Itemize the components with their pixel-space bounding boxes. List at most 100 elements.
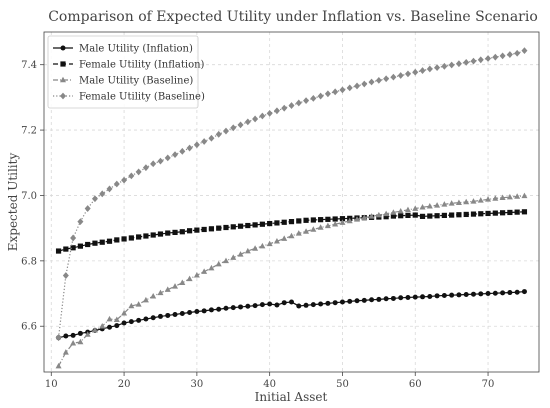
data-point <box>230 305 236 311</box>
data-point <box>136 234 142 240</box>
data-point <box>244 247 251 254</box>
data-point <box>165 230 171 236</box>
data-point <box>485 291 491 297</box>
data-point <box>201 138 208 145</box>
plot-frame <box>43 31 540 373</box>
x-tick-label: 20 <box>118 379 131 390</box>
data-point <box>470 57 477 65</box>
data-point <box>506 51 513 58</box>
data-point <box>201 268 208 274</box>
data-point <box>310 226 317 232</box>
legend-item: Male Utility (Baseline) <box>53 76 193 87</box>
data-point <box>222 257 229 264</box>
data-point <box>267 301 273 307</box>
data-point <box>150 160 157 168</box>
data-point <box>150 232 156 238</box>
data-point <box>157 231 164 237</box>
x-tick-label: 10 <box>45 379 58 390</box>
data-point <box>55 248 62 254</box>
data-point <box>361 80 368 88</box>
data-point <box>420 294 426 300</box>
data-point <box>143 316 149 322</box>
axis-ticks: 10 20 30 40 50 60 70 6.6 6.8 7.0 7.2 7.4 <box>21 60 494 390</box>
data-point <box>477 56 484 64</box>
data-point <box>434 213 440 219</box>
data-point <box>303 97 310 105</box>
data-point <box>404 70 411 78</box>
data-point <box>477 197 484 203</box>
data-point <box>216 306 222 312</box>
data-point <box>274 220 280 226</box>
data-point <box>288 219 295 225</box>
data-point <box>339 219 346 225</box>
data-point <box>193 272 200 278</box>
data-point <box>361 297 367 303</box>
data-point <box>441 62 448 70</box>
data-point <box>143 233 149 239</box>
x-tick-label: 70 <box>482 379 495 390</box>
data-point <box>383 214 389 220</box>
data-point <box>70 332 76 338</box>
data-point <box>332 300 338 306</box>
data-point <box>485 196 492 202</box>
data-point <box>514 209 520 215</box>
data-point <box>121 176 128 184</box>
data-point <box>514 289 520 295</box>
data-point <box>223 224 229 231</box>
data-point <box>172 151 179 158</box>
legend-marker <box>60 92 66 100</box>
data-point <box>383 210 390 217</box>
data-point <box>376 296 382 302</box>
data-point <box>456 292 462 298</box>
data-point <box>470 291 476 297</box>
data-point <box>193 141 200 149</box>
data-point <box>347 298 353 304</box>
data-point <box>128 302 135 309</box>
data-point <box>492 290 498 296</box>
data-point <box>252 115 259 123</box>
data-point <box>244 118 251 126</box>
data-point <box>63 246 69 252</box>
data-point <box>230 224 236 230</box>
data-point <box>107 324 113 330</box>
data-point <box>478 291 484 297</box>
data-point <box>492 53 499 61</box>
data-point <box>434 293 440 299</box>
data-point <box>63 333 69 339</box>
data-point <box>449 292 455 298</box>
data-point <box>397 72 404 79</box>
data-point <box>91 326 98 333</box>
data-point <box>113 180 120 188</box>
data-point <box>455 60 462 68</box>
series-line <box>58 211 525 252</box>
data-point <box>164 154 171 162</box>
data-point <box>434 64 441 72</box>
legend: Male Utility (Inflation) Female Utility (… <box>47 35 205 109</box>
chart-title: Comparison of Expected Utility under Inf… <box>48 9 538 25</box>
data-point <box>398 295 404 301</box>
data-point <box>317 224 324 230</box>
data-point <box>463 198 470 205</box>
data-point <box>470 211 477 217</box>
data-point <box>179 229 185 235</box>
data-point <box>375 211 382 218</box>
data-point <box>521 192 528 199</box>
data-point <box>390 295 396 301</box>
y-tick-label: 6.8 <box>21 256 37 267</box>
data-point <box>332 216 338 222</box>
data-point <box>325 216 331 222</box>
data-point <box>332 88 339 96</box>
data-point <box>448 61 455 69</box>
data-point <box>114 323 120 329</box>
data-point <box>106 185 113 193</box>
data-point <box>121 320 127 326</box>
data-point <box>456 212 462 218</box>
data-point <box>463 211 469 218</box>
data-point <box>252 222 258 228</box>
data-point <box>208 226 215 232</box>
data-point <box>55 334 62 342</box>
data-point <box>267 220 273 227</box>
data-point <box>106 315 113 322</box>
series-1 <box>56 289 527 341</box>
